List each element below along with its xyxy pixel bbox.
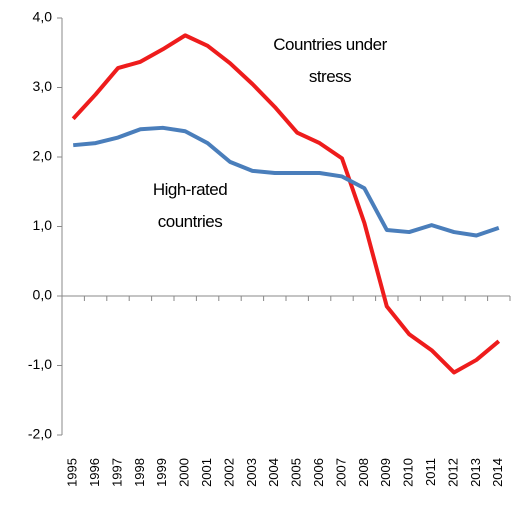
x-tick-label: 2002 [221,458,236,487]
x-tick-label: 1998 [132,458,147,487]
x-tick-label: 1997 [109,458,124,487]
x-tick-label: 2014 [490,458,505,487]
x-tick-label: 2004 [266,458,281,487]
x-tick-label: 2000 [177,458,192,487]
x-tick-label: 2013 [468,458,483,487]
series-line [73,125,500,238]
x-tick-label: 2003 [244,458,259,487]
x-tick-label: 2005 [289,458,304,487]
x-tick-label: 2006 [311,458,326,487]
y-tick-label: 2,0 [33,148,53,164]
x-tick-label: 2009 [378,458,393,487]
y-tick-label: 0,0 [33,287,53,303]
series-line [71,33,501,375]
x-tick-label: 1996 [87,458,102,487]
series-label: Countries under stress [273,35,387,86]
x-tick-label: 2007 [333,458,348,487]
x-tick-label: 2012 [445,458,460,487]
x-tick-label: 1999 [154,458,169,487]
y-tick-label: 3,0 [33,78,53,94]
y-tick-label: 1,0 [33,217,53,233]
y-tick-label: 4,0 [33,9,53,25]
y-tick-label: -1,0 [28,356,52,372]
x-tick-label: 2010 [401,458,416,487]
x-tick-label: 2001 [199,458,214,487]
x-tick-label: 1995 [65,458,80,487]
x-tick-label: 2008 [356,458,371,487]
series-label: High-rated countries [152,180,228,231]
y-tick-label: -2,0 [28,426,52,442]
x-tick-label: 2011 [423,458,438,486]
